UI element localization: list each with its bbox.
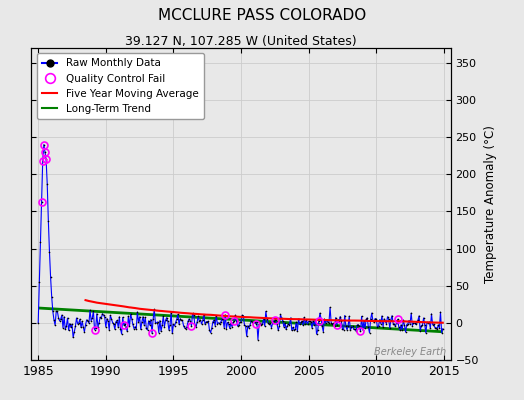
- Y-axis label: Temperature Anomaly (°C): Temperature Anomaly (°C): [484, 125, 497, 283]
- Legend: Raw Monthly Data, Quality Control Fail, Five Year Moving Average, Long-Term Tren: Raw Monthly Data, Quality Control Fail, …: [37, 53, 204, 119]
- Text: Berkeley Earth: Berkeley Earth: [374, 347, 446, 357]
- Text: MCCLURE PASS COLORADO: MCCLURE PASS COLORADO: [158, 8, 366, 23]
- Title: 39.127 N, 107.285 W (United States): 39.127 N, 107.285 W (United States): [125, 35, 357, 48]
